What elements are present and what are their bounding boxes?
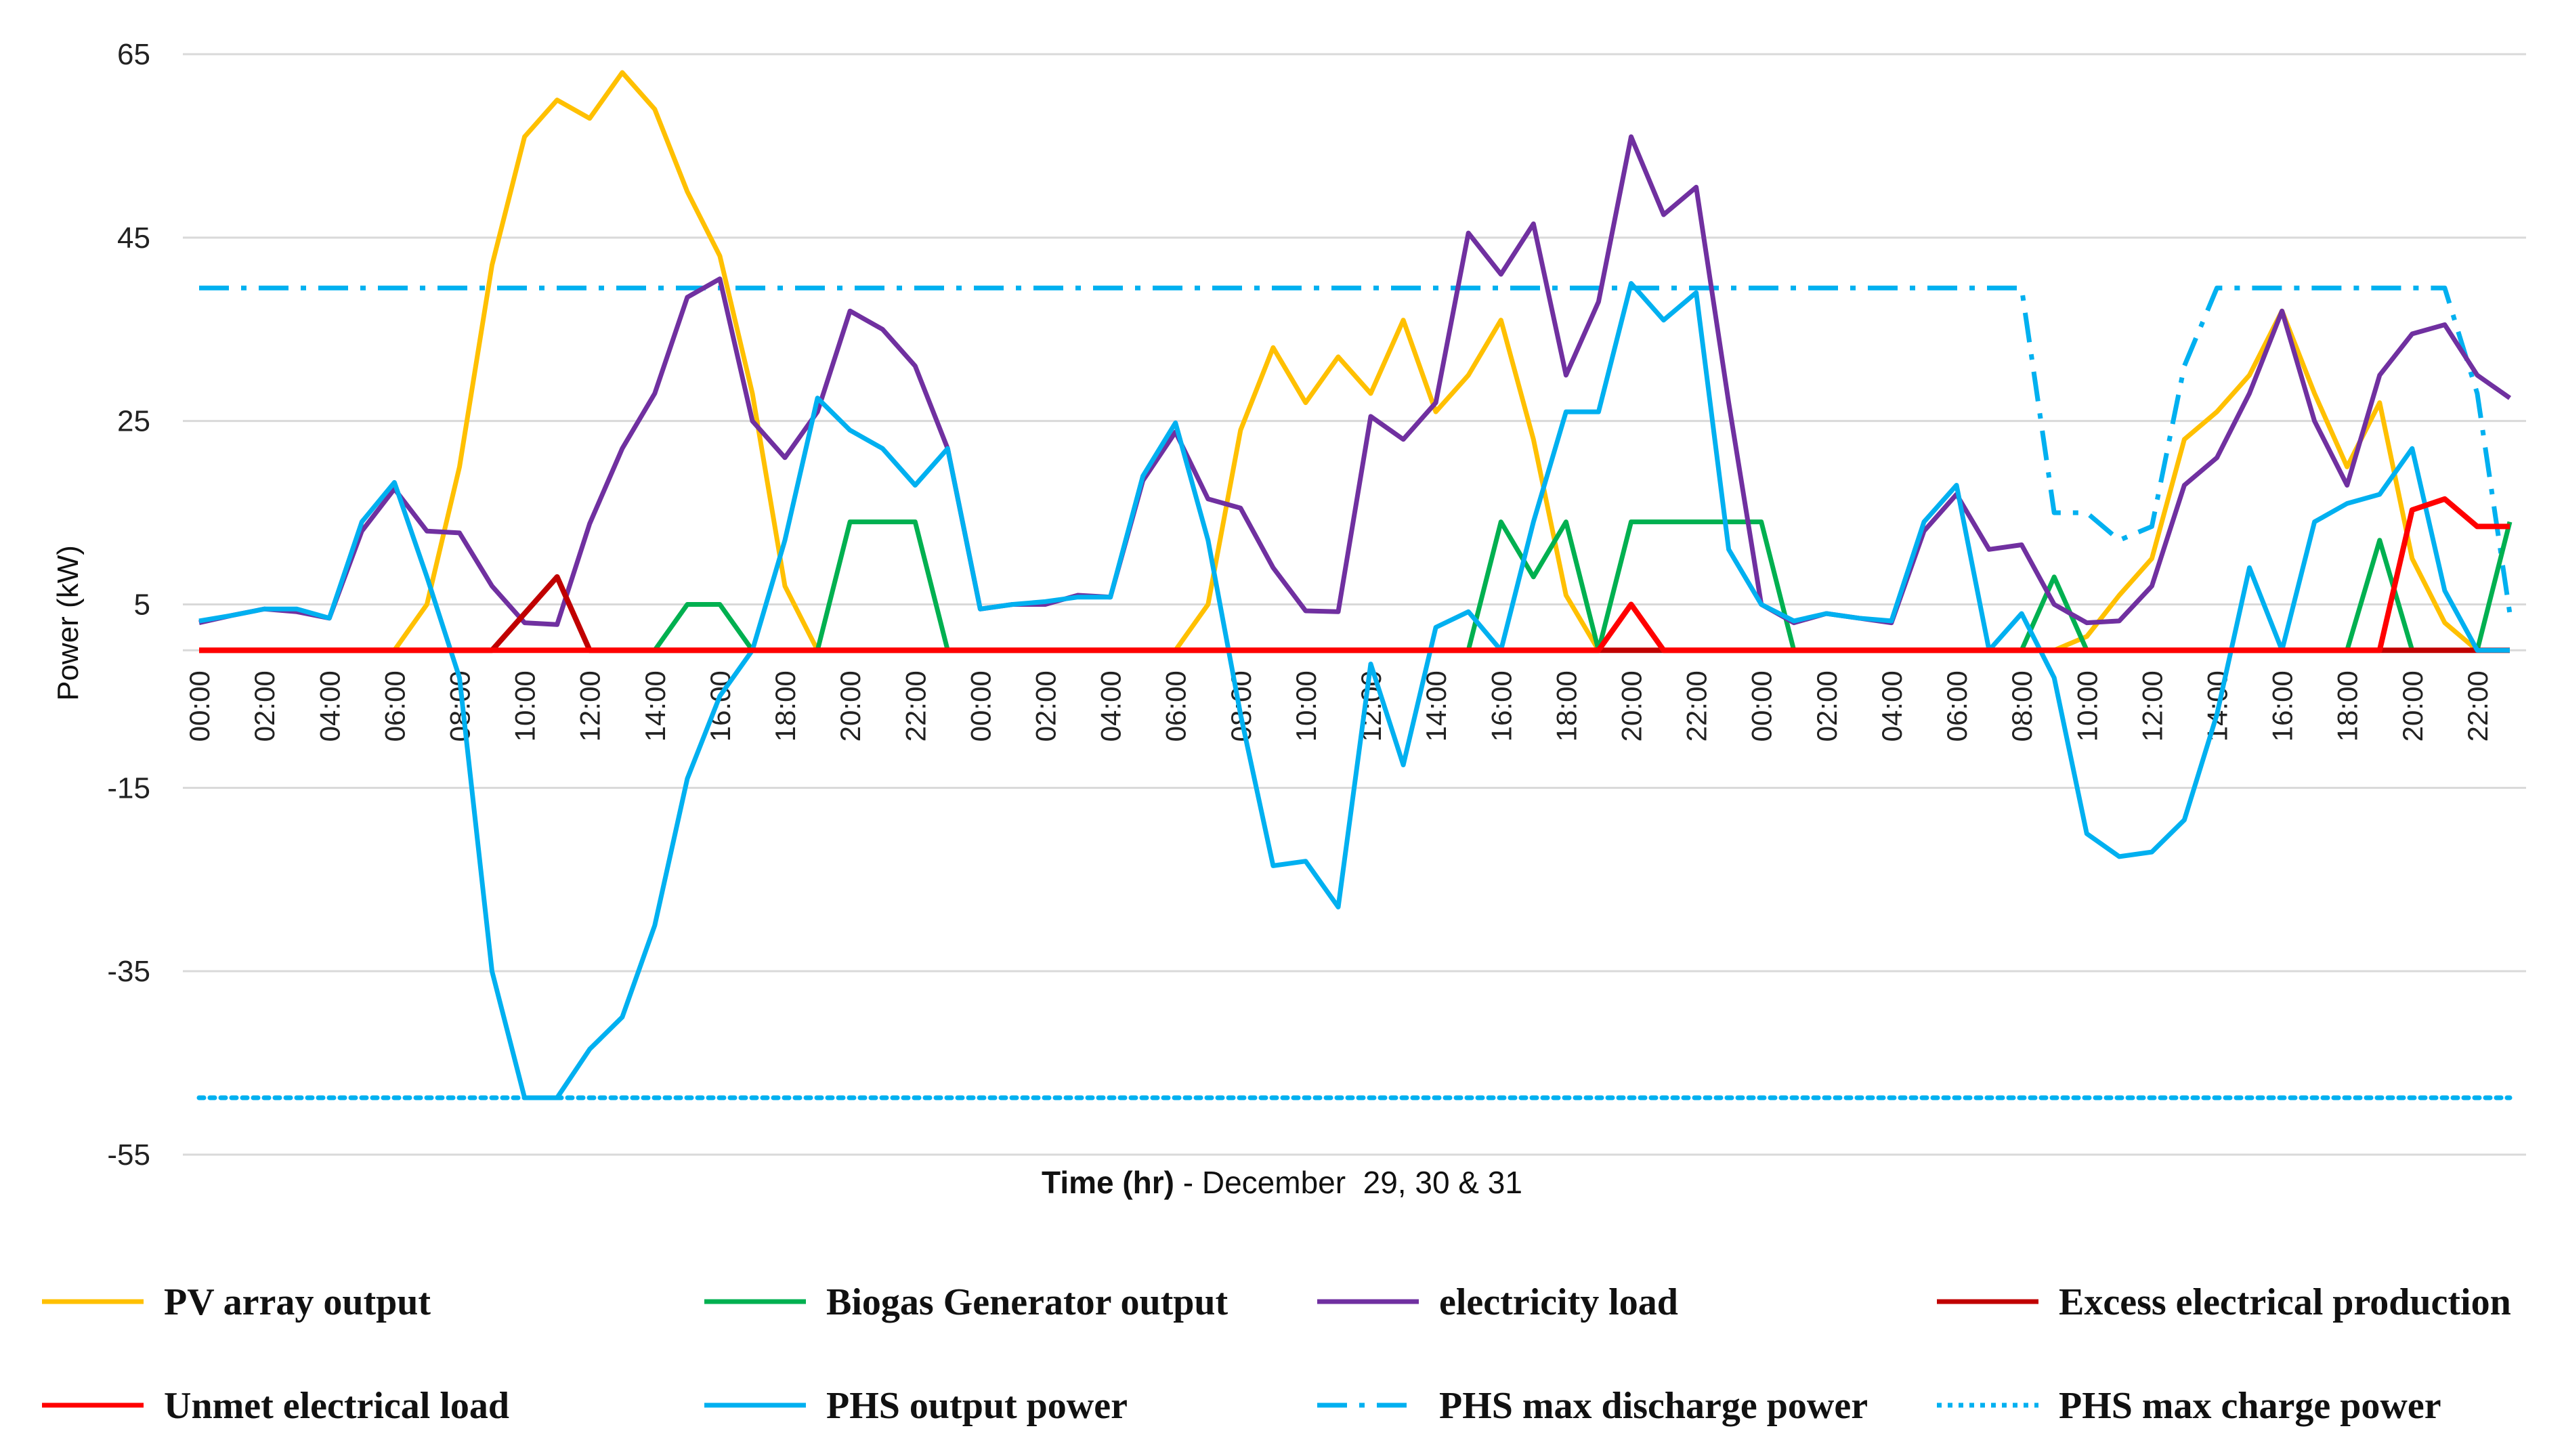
y-axis-label: Power (kW) bbox=[51, 545, 85, 701]
legend-label: Biogas Generator output bbox=[826, 1281, 1228, 1323]
legend-phs-max-charge-power: PHS max charge power bbox=[1937, 1385, 2441, 1427]
x-tick-label: 20:00 bbox=[834, 670, 866, 742]
x-tick-label: 16:00 bbox=[2267, 670, 2299, 742]
series-excess-electrical-production bbox=[199, 574, 2510, 654]
legend-phs-max-discharge-power: PHS max discharge power bbox=[1317, 1385, 1868, 1427]
y-axis-ticks: 65 45 25 5 -15 -35 -55 bbox=[107, 38, 150, 1172]
x-tick-label: 04:00 bbox=[1876, 670, 1908, 742]
y-tick-label: 25 bbox=[117, 405, 150, 438]
legend-label: PHS max charge power bbox=[2059, 1385, 2441, 1427]
legend-unmet-electrical-load: Unmet electrical load bbox=[42, 1385, 509, 1427]
x-tick-label: 20:00 bbox=[1615, 670, 1647, 742]
x-tick-label: 02:00 bbox=[249, 670, 280, 742]
x-axis-label: Time (hr) - December 29, 30 & 31 bbox=[1042, 1165, 1522, 1200]
x-tick-label: 12:00 bbox=[2136, 670, 2168, 742]
x-tick-label: 10:00 bbox=[509, 670, 541, 742]
x-tick-label: 00:00 bbox=[184, 670, 215, 742]
legend-label: Unmet electrical load bbox=[164, 1385, 509, 1427]
x-tick-label: 04:00 bbox=[314, 670, 345, 742]
x-tick-label: 22:00 bbox=[899, 670, 931, 742]
x-tick-label: 08:00 bbox=[2006, 670, 2038, 742]
x-tick-label: 12:00 bbox=[574, 670, 606, 742]
x-tick-label: 18:00 bbox=[769, 670, 801, 742]
x-axis-ticks: 00:00 02:00 04:00 06:00 08:00 10:00 12:00 14:00… bbox=[184, 670, 2494, 742]
x-tick-label: 14:00 bbox=[1420, 670, 1452, 742]
series-lines bbox=[196, 70, 2513, 1100]
x-tick-label: 06:00 bbox=[1941, 670, 1973, 742]
x-axis-label-rest: - December 29, 30 & 31 bbox=[1174, 1165, 1522, 1200]
legend-phs-output-power: PHS output power bbox=[704, 1385, 1128, 1427]
legend-label: PHS max discharge power bbox=[1439, 1385, 1868, 1427]
x-axis-label-bold: Time (hr) bbox=[1042, 1165, 1174, 1200]
x-tick-label: 00:00 bbox=[1746, 670, 1778, 742]
y-tick-label: 65 bbox=[117, 38, 150, 71]
x-tick-label: 06:00 bbox=[1160, 670, 1192, 742]
x-tick-label: 04:00 bbox=[1095, 670, 1127, 742]
legend-label: PHS output power bbox=[826, 1385, 1128, 1427]
legend-label: PV array output bbox=[164, 1281, 431, 1323]
legend-pv-array-output: PV array output bbox=[42, 1281, 431, 1323]
series-unmet-electrical-load bbox=[199, 496, 2510, 654]
x-tick-label: 18:00 bbox=[1550, 670, 1582, 742]
x-tick-label: 10:00 bbox=[2071, 670, 2103, 742]
x-tick-label: 02:00 bbox=[1811, 670, 1843, 742]
legend-label: electricity load bbox=[1439, 1281, 1678, 1323]
x-tick-label: 22:00 bbox=[1681, 670, 1713, 742]
y-tick-label: -15 bbox=[107, 771, 150, 805]
x-tick-label: 00:00 bbox=[964, 670, 996, 742]
y-tick-label: -55 bbox=[107, 1138, 150, 1172]
legend-electricity-load: electricity load bbox=[1317, 1281, 1678, 1323]
y-tick-label: -35 bbox=[107, 955, 150, 988]
series-phs-output-power bbox=[198, 281, 2510, 1100]
x-tick-label: 10:00 bbox=[1290, 670, 1322, 742]
x-tick-label: 16:00 bbox=[1485, 670, 1517, 742]
x-tick-label: 22:00 bbox=[2462, 670, 2494, 742]
series-electricity-load bbox=[198, 134, 2512, 627]
x-tick-label: 14:00 bbox=[639, 670, 671, 742]
series-pv-array-output bbox=[199, 70, 2510, 653]
x-tick-label: 02:00 bbox=[1029, 670, 1061, 742]
y-tick-label: 45 bbox=[117, 221, 150, 255]
legend: PV array output Biogas Generator output el… bbox=[42, 1281, 2511, 1427]
legend-label: Excess electrical production bbox=[2059, 1281, 2511, 1323]
y-tick-label: 5 bbox=[134, 588, 150, 622]
legend-biogas-generator-output: Biogas Generator output bbox=[704, 1281, 1228, 1323]
x-tick-label: 20:00 bbox=[2397, 670, 2429, 742]
x-tick-label: 18:00 bbox=[2332, 670, 2364, 742]
x-tick-label: 06:00 bbox=[379, 670, 410, 742]
series-phs-max-discharge-power bbox=[199, 285, 2513, 614]
legend-excess-electrical-production: Excess electrical production bbox=[1937, 1281, 2511, 1323]
